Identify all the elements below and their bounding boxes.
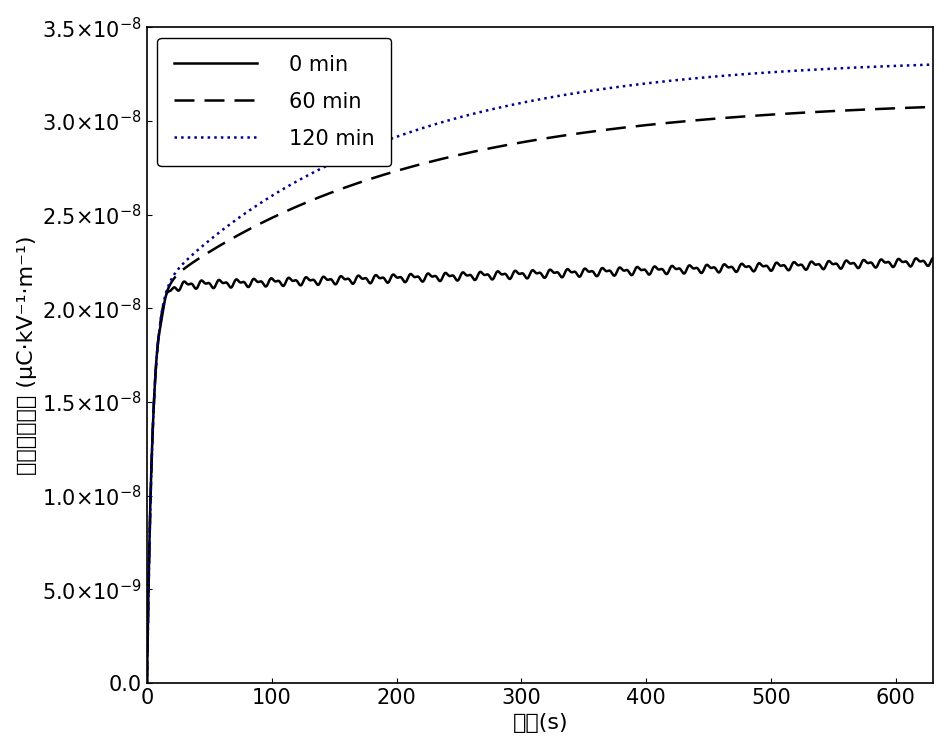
120 min — [788, 66, 799, 75]
60 min — [927, 103, 939, 112]
60 min — [284, 205, 295, 214]
60 min — [613, 124, 624, 133]
Line: 120 min: 120 min — [147, 64, 933, 683]
120 min — [284, 181, 295, 190]
Legend: 0 min, 60 min, 120 min: 0 min, 60 min, 120 min — [158, 38, 391, 166]
0 min — [284, 274, 295, 283]
60 min — [728, 112, 739, 122]
120 min — [728, 70, 739, 80]
0 min — [613, 264, 624, 273]
0 min — [442, 270, 453, 279]
Line: 60 min: 60 min — [147, 107, 933, 683]
120 min — [653, 77, 664, 86]
0 min — [788, 258, 799, 267]
120 min — [613, 82, 624, 92]
120 min — [442, 116, 453, 125]
60 min — [442, 153, 453, 162]
X-axis label: 时间(s): 时间(s) — [512, 713, 568, 734]
0 min — [142, 677, 153, 686]
60 min — [142, 679, 153, 688]
Y-axis label: 直流积分电荷 (μC·kV⁻¹·m⁻¹): 直流积分电荷 (μC·kV⁻¹·m⁻¹) — [17, 236, 37, 475]
Line: 0 min: 0 min — [147, 258, 933, 682]
60 min — [788, 109, 799, 118]
0 min — [927, 254, 939, 262]
0 min — [728, 265, 739, 274]
120 min — [927, 60, 939, 69]
120 min — [142, 679, 153, 688]
0 min — [653, 265, 664, 274]
60 min — [653, 119, 664, 128]
